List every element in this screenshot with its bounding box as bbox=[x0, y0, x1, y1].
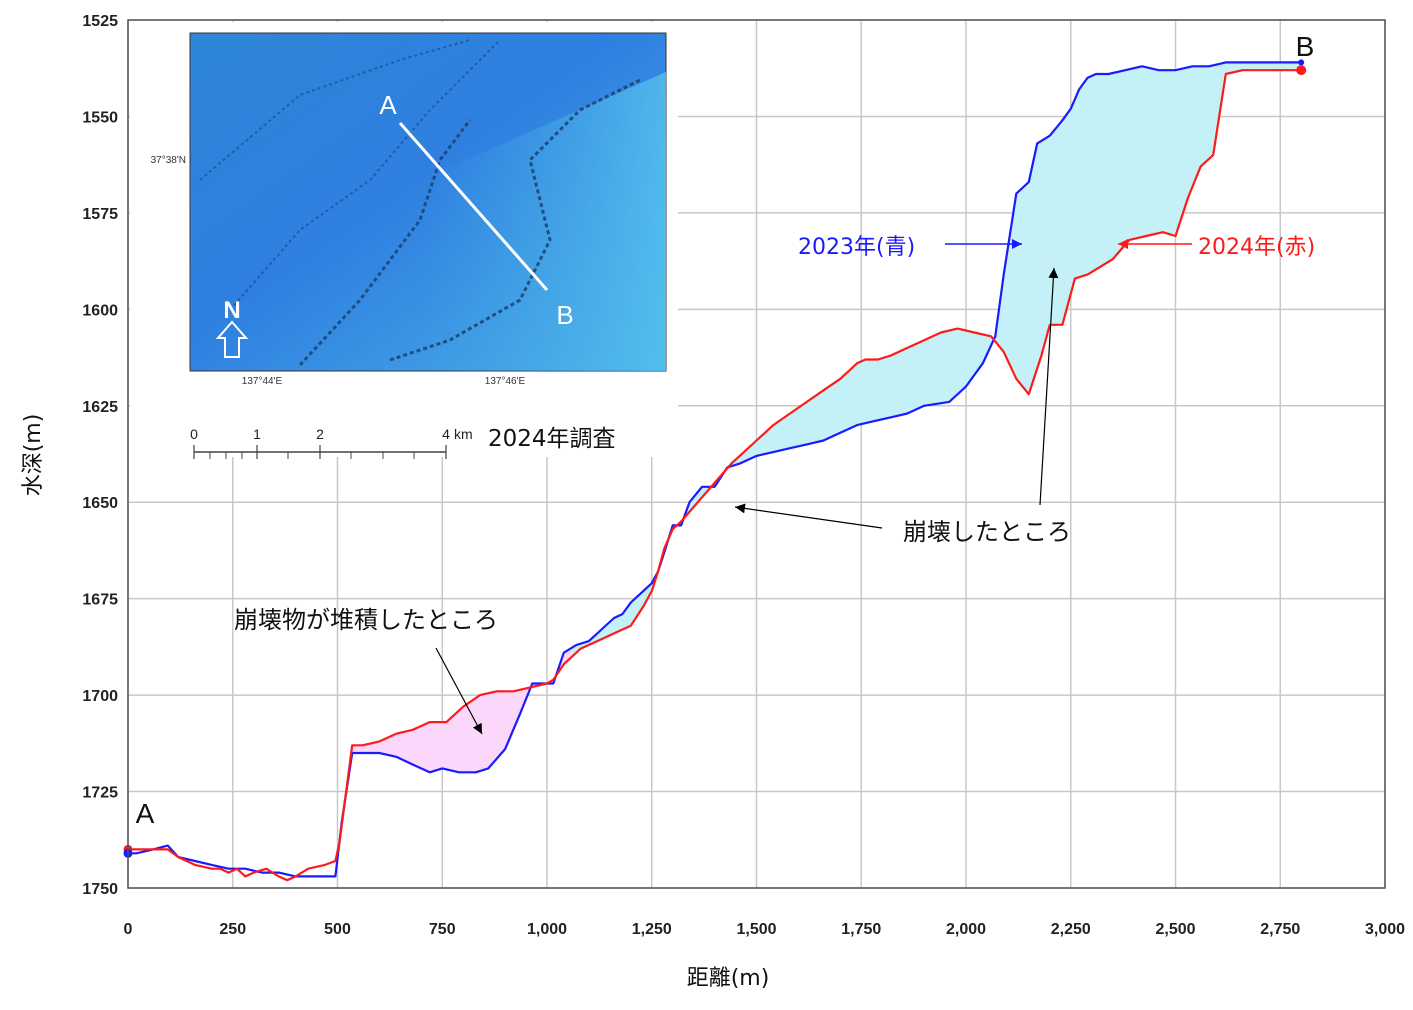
scale-tick-4: 4 bbox=[442, 426, 450, 442]
arrow-collapse-2 bbox=[1039, 267, 1059, 506]
y-tick-label: 1650 bbox=[82, 495, 118, 512]
y-tick-label: 1700 bbox=[82, 688, 118, 705]
x-tick-label: 1,500 bbox=[736, 921, 776, 938]
annotation-2024-red: 2024年(赤) bbox=[1198, 235, 1315, 260]
difference-fills bbox=[339, 62, 1302, 842]
end-point-blue bbox=[1298, 59, 1305, 66]
scale-tick-0: 0 bbox=[190, 426, 198, 442]
y-tick-label: 1575 bbox=[82, 206, 118, 223]
y-tick-label: 1525 bbox=[82, 13, 118, 30]
scale-bar: 0 1 2 4 km bbox=[190, 426, 473, 459]
scale-tick-1: 1 bbox=[253, 426, 261, 442]
survey-label: 2024年調査 bbox=[488, 426, 616, 452]
plot-frame bbox=[127, 19, 1386, 889]
y-tick-label: 1625 bbox=[82, 399, 118, 416]
x-tick-label: 2,250 bbox=[1051, 921, 1091, 938]
scale-tick-2: 2 bbox=[316, 426, 324, 442]
x-tick-label: 750 bbox=[429, 921, 456, 938]
scarp-line-1 bbox=[298, 119, 472, 367]
end-point-red bbox=[1296, 65, 1307, 76]
scale-unit: km bbox=[454, 426, 473, 442]
y-axis-title: 水深(m) bbox=[21, 414, 46, 497]
collapse-fill-area bbox=[572, 62, 1302, 657]
x-tick-label: 0 bbox=[124, 921, 133, 938]
x-tick-labels: 0 250 500 750 1,000 1,250 1,500 1,750 2,000 2,250… bbox=[124, 921, 1406, 938]
x-tick-label: 1,000 bbox=[527, 921, 567, 938]
arrow-collapse-1 bbox=[734, 503, 883, 529]
shallow-region bbox=[420, 72, 666, 371]
y-tick-labels: 1525 1550 1575 1600 1625 1650 1675 1700 1725 1750 bbox=[82, 13, 118, 898]
ridge-line-2 bbox=[229, 39, 501, 311]
x-tick-label: 1,750 bbox=[841, 921, 881, 938]
y-tick-label: 1675 bbox=[82, 592, 118, 609]
series-lines bbox=[128, 61, 1302, 882]
profile-line-ab bbox=[398, 122, 549, 291]
y-tick-label: 1725 bbox=[82, 785, 118, 802]
annotation-deposit: 崩壊物が堆積したところ bbox=[234, 606, 498, 634]
y-tick-label: 1550 bbox=[82, 109, 118, 126]
map-lon-label-1: 137°44'E bbox=[242, 376, 283, 387]
x-tick-label: 250 bbox=[219, 921, 246, 938]
y-tick-label: 1750 bbox=[82, 881, 118, 898]
annotation-2023-blue: 2023年(青) bbox=[798, 235, 915, 260]
scarp-line-2 bbox=[389, 78, 641, 362]
map-lon-label-2: 137°46'E bbox=[485, 376, 526, 387]
x-tick-label: 500 bbox=[324, 921, 351, 938]
x-tick-label: 2,000 bbox=[946, 921, 986, 938]
x-tick-label: 3,000 bbox=[1365, 921, 1405, 938]
y-tick-label: 1600 bbox=[82, 302, 118, 319]
inset-map: A B N 37°38'N 137°44'E 137°46'E 0 1 2 4 … bbox=[130, 22, 678, 459]
series-line-2024 bbox=[128, 69, 1302, 882]
deposit-fill-area bbox=[339, 647, 573, 842]
x-tick-label: 1,250 bbox=[632, 921, 672, 938]
arrow-deposit bbox=[435, 647, 483, 735]
north-arrow-icon bbox=[215, 320, 249, 358]
map-label-b: B bbox=[556, 300, 573, 330]
map-label-a: A bbox=[379, 90, 397, 120]
north-label: N bbox=[223, 297, 240, 324]
endpoint-label-b: B bbox=[1296, 31, 1315, 62]
map-lat-label: 37°38'N bbox=[151, 155, 186, 166]
x-tick-label: 2,750 bbox=[1260, 921, 1300, 938]
x-axis-title: 距離(m) bbox=[687, 966, 770, 991]
x-tick-label: 2,500 bbox=[1155, 921, 1195, 938]
endpoint-label-a: A bbox=[136, 798, 155, 829]
annotation-collapse: 崩壊したところ bbox=[903, 518, 1071, 546]
